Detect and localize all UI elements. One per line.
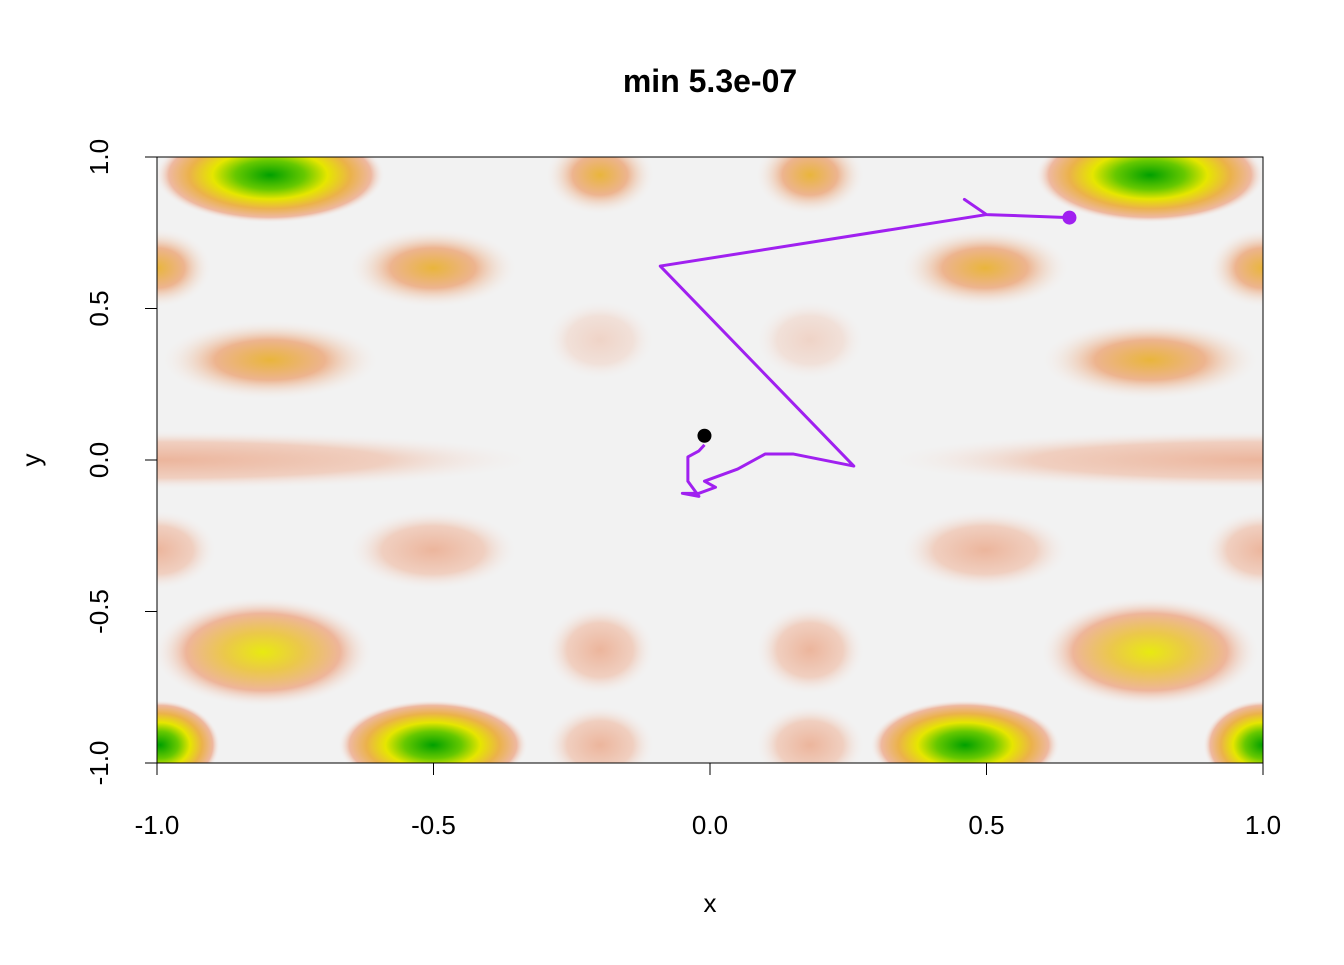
x-axis-label: x: [704, 888, 717, 918]
heatmap: [157, 157, 1263, 763]
y-tick-label: 0.0: [84, 442, 114, 478]
x-tick-label: 0.0: [692, 810, 728, 840]
y-tick-label: 0.5: [84, 290, 114, 326]
y-tick-label: 1.0: [84, 139, 114, 175]
x-tick-label: 0.5: [968, 810, 1004, 840]
x-tick-label: -1.0: [135, 810, 180, 840]
point: [1062, 210, 1077, 225]
y-tick-label: -1.0: [84, 741, 114, 786]
y-axis-label: y: [16, 454, 46, 467]
x-tick-label: 1.0: [1245, 810, 1281, 840]
y-tick-label: -0.5: [84, 589, 114, 634]
search-path: [658, 197, 1070, 498]
point: [697, 428, 712, 443]
chart-title: min 5.3e-07: [623, 63, 797, 99]
x-tick-label: -0.5: [411, 810, 456, 840]
